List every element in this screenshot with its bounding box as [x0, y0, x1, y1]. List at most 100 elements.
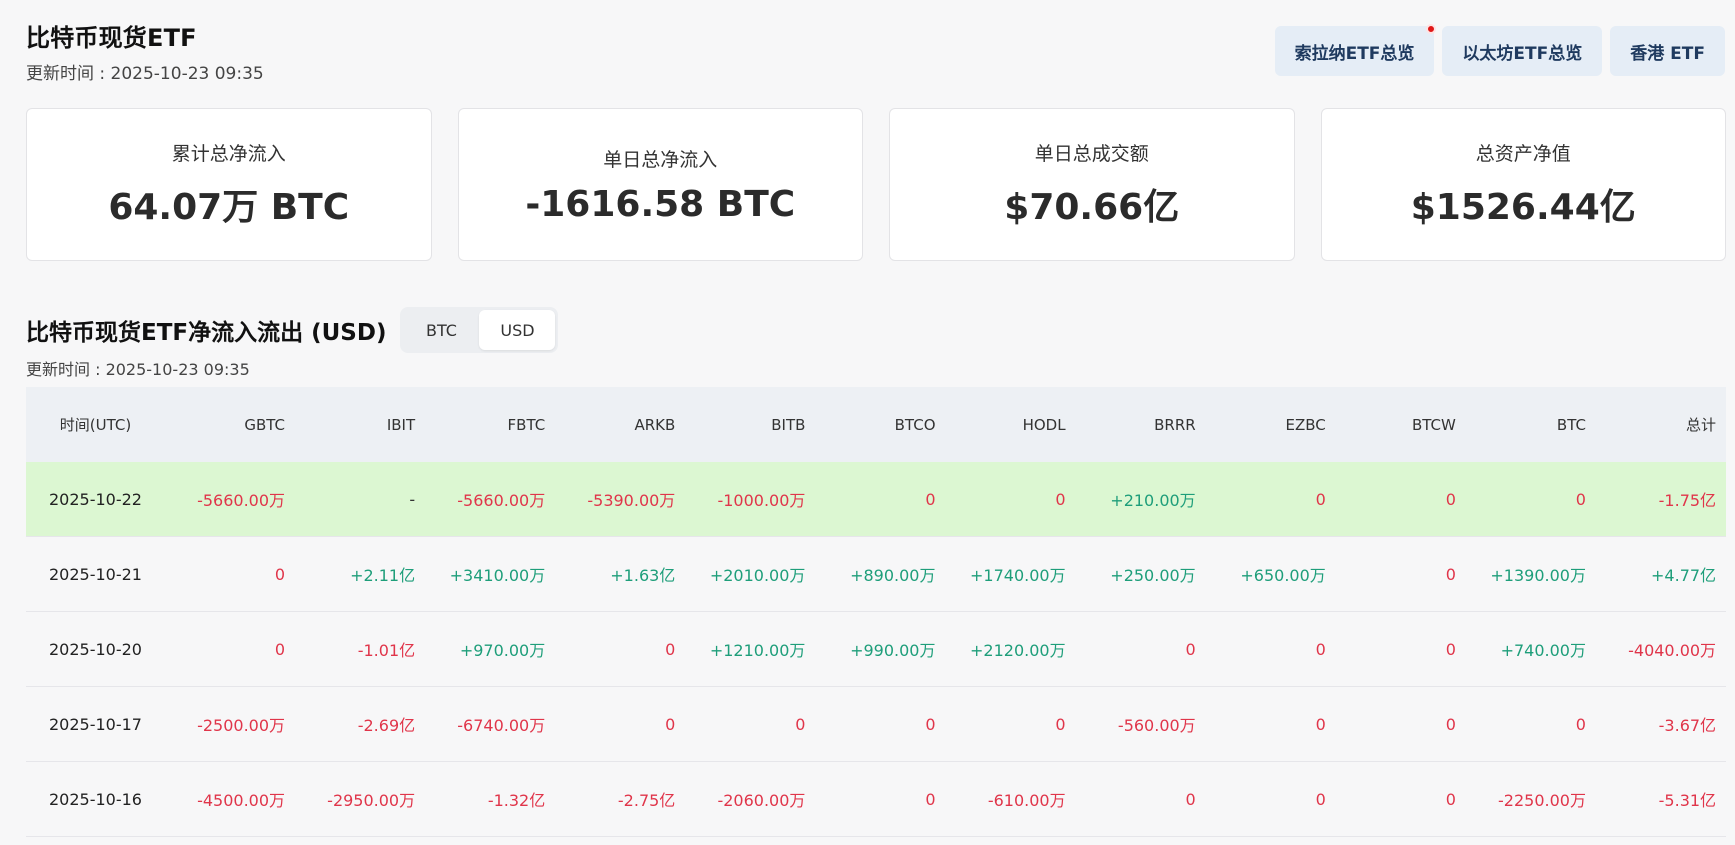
value-cell: 0 — [1185, 789, 1196, 809]
value-cell: +1.63亿 — [610, 566, 676, 585]
value-cell: -560.00万 — [1117, 716, 1196, 735]
value-cell: -4040.00万 — [1628, 641, 1717, 660]
hongkong-etf-button[interactable]: 香港 ETF — [1610, 26, 1725, 76]
column-header: BTCO — [894, 415, 936, 434]
stat-label: 累计总净流入 — [171, 143, 286, 165]
section-title: 比特币现货ETF净流入流出 (USD) — [26, 320, 387, 346]
value-cell: 0 — [1445, 564, 1456, 584]
stats-row: 累计总净流入 64.07万 BTC 单日总净流入 -1616.58 BTC 单日… — [26, 108, 1726, 261]
value-cell: +1390.00万 — [1490, 566, 1586, 585]
value-cell: 0 — [925, 489, 936, 509]
value-cell: 0 — [1055, 714, 1066, 734]
value-cell: 0 — [795, 714, 806, 734]
value-cell: -4500.00万 — [197, 791, 286, 810]
stat-card-cumulative-inflow: 累计总净流入 64.07万 BTC — [26, 108, 432, 261]
ethereum-etf-button[interactable]: 以太坊ETF总览 — [1442, 26, 1603, 76]
value-cell: -2.69亿 — [357, 716, 416, 735]
value-cell: -3.67亿 — [1658, 716, 1717, 735]
value-cell: 0 — [925, 714, 936, 734]
value-cell: -5660.00万 — [457, 491, 546, 510]
table-row: 2025-10-16 -4500.00万 -2950.00万 -1.32亿 -2.75亿… — [26, 762, 1726, 837]
value-cell: -5.31亿 — [1658, 791, 1717, 810]
value-cell: -2060.00万 — [717, 791, 806, 810]
column-header: 总计 — [1686, 416, 1717, 434]
value-cell: +2120.00万 — [970, 641, 1066, 660]
table-row: 2025-10-17 -2500.00万 -2.69亿 -6740.00万 0 0 0 0 -5… — [26, 687, 1726, 762]
column-header: ARKB — [634, 415, 676, 434]
value-cell: +890.00万 — [850, 566, 936, 585]
value-cell: +250.00万 — [1110, 566, 1196, 585]
stat-card-daily-volume: 单日总成交额 $70.66亿 — [889, 108, 1295, 261]
toggle-btc[interactable]: BTC — [425, 320, 457, 340]
value-cell: 0 — [1315, 639, 1326, 659]
value-cell: 0 — [274, 639, 286, 659]
stat-value: $70.66亿 — [1004, 187, 1180, 228]
date-cell: 2025-10-20 — [48, 639, 142, 659]
date-cell: 2025-10-22 — [48, 489, 142, 509]
value-cell: 0 — [1055, 489, 1066, 509]
value-cell: -1.01亿 — [357, 641, 416, 660]
column-header: FBTC — [507, 415, 546, 434]
solana-etf-button[interactable]: 索拉纳ETF总览 — [1274, 24, 1437, 76]
ethereum-etf-label: 以太坊ETF总览 — [1462, 43, 1583, 64]
value-cell: 0 — [1575, 714, 1586, 734]
value-cell: 0 — [1315, 789, 1326, 809]
section-update-time: 更新时间 : 2025-10-23 09:35 — [26, 360, 250, 379]
value-cell: 0 — [925, 789, 936, 809]
update-time: 更新时间 : 2025-10-23 09:35 — [26, 64, 264, 84]
flow-section-header: 比特币现货ETF净流入流出 (USD) BTC USD — [26, 307, 559, 353]
column-header: BTCW — [1411, 415, 1456, 434]
value-cell: +740.00万 — [1500, 641, 1586, 660]
value-cell: +1210.00万 — [709, 641, 806, 660]
value-cell: -6740.00万 — [457, 716, 546, 735]
value-cell: +990.00万 — [850, 641, 936, 660]
value-cell: -5390.00万 — [587, 491, 676, 510]
page-header: 比特币现货ETF 更新时间 : 2025-10-23 09:35 — [26, 18, 264, 84]
stat-label: 单日总净流入 — [603, 148, 718, 171]
value-cell: -1000.00万 — [717, 491, 806, 510]
column-header: 时间(UTC) — [59, 416, 132, 434]
value-cell: -2.75亿 — [617, 791, 676, 810]
value-cell: 0 — [1315, 489, 1326, 509]
value-cell: +2010.00万 — [709, 566, 806, 585]
column-header: IBIT — [386, 415, 416, 434]
page-title: 比特币现货ETF — [26, 24, 197, 52]
value-cell: -1.75亿 — [1658, 491, 1717, 510]
etf-flow-table: 时间(UTC) GBTC IBIT FBTC ARKB BITB BTCO HODL BRRR E… — [26, 387, 1726, 837]
column-header: GBTC — [244, 415, 286, 434]
date-cell: 2025-10-16 — [48, 789, 142, 809]
table-row: 2025-10-22 -5660.00万 - -5660.00万 -5390.00万 -1… — [26, 462, 1726, 537]
table-header: 时间(UTC) GBTC IBIT FBTC ARKB BITB BTCO HODL BRRR E… — [26, 387, 1726, 462]
date-cell: 2025-10-17 — [48, 714, 142, 734]
value-cell: 0 — [1315, 714, 1326, 734]
value-cell: 0 — [665, 639, 676, 659]
value-cell: 0 — [1445, 789, 1456, 809]
value-cell: +650.00万 — [1240, 566, 1326, 585]
value-cell: -2500.00万 — [197, 716, 286, 735]
stat-value: $1526.44亿 — [1410, 187, 1636, 228]
value-cell: 0 — [665, 714, 676, 734]
value-cell: +210.00万 — [1110, 491, 1196, 510]
value-cell: -2250.00万 — [1498, 791, 1586, 810]
toggle-usd[interactable]: USD — [479, 310, 556, 350]
solana-etf-label: 索拉纳ETF总览 — [1294, 43, 1415, 64]
value-cell: -1.32亿 — [487, 791, 546, 810]
stat-card-daily-inflow: 单日总净流入 -1616.58 BTC — [457, 108, 863, 261]
value-cell: 0 — [1575, 489, 1586, 509]
value-cell: - — [409, 489, 416, 509]
stat-value: -1616.58 BTC — [525, 183, 796, 225]
value-cell: +2.11亿 — [350, 566, 416, 585]
value-cell: +3410.00万 — [449, 566, 546, 585]
value-cell: -5660.00万 — [197, 491, 286, 510]
stat-card-total-nav: 总资产净值 $1526.44亿 — [1320, 108, 1726, 261]
hongkong-etf-label: 香港 ETF — [1630, 43, 1705, 64]
value-cell: 0 — [1445, 714, 1456, 734]
stat-label: 单日总成交额 — [1034, 143, 1149, 165]
unit-toggle: BTC USD — [400, 307, 559, 353]
value-cell: +1740.00万 — [970, 566, 1066, 585]
etf-nav-buttons: 索拉纳ETF总览 以太坊ETF总览 香港 ETF — [1274, 24, 1725, 76]
value-cell: +4.77亿 — [1651, 566, 1717, 585]
table-row: 2025-10-21 0 +2.11亿 +3410.00万 +1.63亿 +2010.00… — [26, 537, 1726, 612]
value-cell: 0 — [1445, 489, 1456, 509]
notification-dot — [1426, 24, 1437, 34]
